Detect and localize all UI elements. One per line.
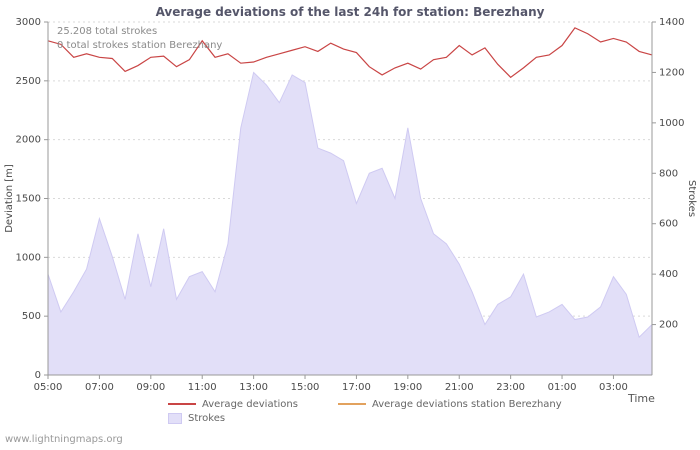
svg-text:2500: 2500 bbox=[16, 76, 41, 87]
legend-label: Average deviations station Berezhany bbox=[371, 398, 562, 410]
watermark: www.lightningmaps.org bbox=[5, 434, 123, 445]
station-strokes-annotation: 0 total strokes station Berezhany bbox=[57, 40, 223, 51]
svg-text:05:00: 05:00 bbox=[34, 382, 63, 393]
chart-title: Average deviations of the last 24h for s… bbox=[155, 5, 545, 19]
svg-text:09:00: 09:00 bbox=[136, 382, 165, 393]
svg-text:200: 200 bbox=[659, 320, 678, 331]
svg-text:03:00: 03:00 bbox=[599, 382, 628, 393]
x-axis-label: Time bbox=[628, 392, 655, 405]
legend-item-strokes: Strokes bbox=[168, 412, 226, 424]
svg-text:01:00: 01:00 bbox=[548, 382, 577, 393]
svg-text:600: 600 bbox=[659, 219, 678, 230]
svg-text:15:00: 15:00 bbox=[291, 382, 320, 393]
svg-text:0: 0 bbox=[35, 370, 41, 381]
svg-text:21:00: 21:00 bbox=[445, 382, 474, 393]
svg-text:1500: 1500 bbox=[16, 194, 41, 205]
legend-label: Average deviations bbox=[202, 398, 298, 410]
svg-text:2000: 2000 bbox=[16, 135, 41, 146]
station-line-swatch bbox=[337, 403, 366, 405]
strokes-area bbox=[47, 71, 653, 376]
svg-text:800: 800 bbox=[659, 168, 678, 179]
svg-text:3000: 3000 bbox=[16, 17, 41, 28]
svg-text:07:00: 07:00 bbox=[85, 382, 114, 393]
left-axis-label: Deviation [m] bbox=[4, 164, 15, 233]
svg-text:13:00: 13:00 bbox=[239, 382, 268, 393]
strokes-area-swatch bbox=[168, 412, 182, 424]
axes-layer bbox=[44, 21, 656, 379]
svg-text:23:00: 23:00 bbox=[496, 382, 525, 393]
svg-text:1400: 1400 bbox=[659, 17, 684, 28]
deviations-line-swatch bbox=[168, 403, 196, 405]
legend-row: Strokes bbox=[168, 411, 602, 425]
legend: Average deviations Average deviations st… bbox=[168, 397, 602, 425]
total-strokes-annotation: 25.208 total strokes bbox=[57, 26, 158, 37]
legend-item-deviations: Average deviations bbox=[168, 399, 298, 410]
svg-text:1200: 1200 bbox=[659, 67, 684, 78]
svg-text:17:00: 17:00 bbox=[342, 382, 371, 393]
svg-text:1000: 1000 bbox=[16, 252, 41, 263]
legend-label: Strokes bbox=[188, 412, 226, 424]
svg-text:1000: 1000 bbox=[659, 118, 684, 129]
svg-text:11:00: 11:00 bbox=[188, 382, 217, 393]
svg-text:400: 400 bbox=[659, 269, 678, 280]
legend-row: Average deviations Average deviations st… bbox=[168, 397, 602, 411]
legend-item-station-deviations: Average deviations station Berezhany bbox=[337, 398, 562, 410]
right-axis-label: Strokes bbox=[686, 180, 697, 217]
deviation-line bbox=[47, 27, 653, 79]
svg-text:500: 500 bbox=[22, 311, 41, 322]
svg-text:19:00: 19:00 bbox=[393, 382, 422, 393]
